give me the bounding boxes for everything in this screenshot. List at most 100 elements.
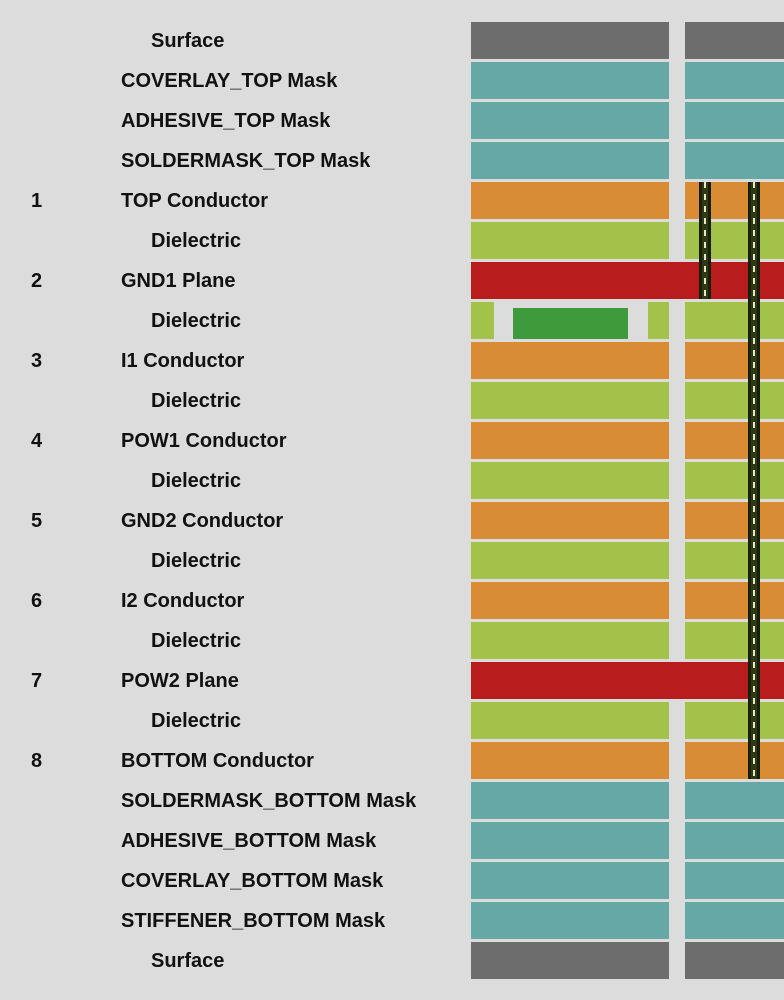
layer-row: COVERLAY_TOP Mask <box>0 62 784 102</box>
layer-row: 8 BOTTOM Conductor <box>0 742 784 782</box>
layer-name: Dielectric <box>151 310 242 332</box>
layer-name: SOLDERMASK_BOTTOM Mask <box>121 790 417 812</box>
layer-bar-conductor <box>685 502 784 539</box>
layer-bar-dielectric <box>471 222 669 259</box>
layer-row: 7 POW2 Plane <box>0 662 784 702</box>
layer-bar-dielectric <box>471 702 669 739</box>
layer-bar-mask <box>685 102 784 139</box>
layer-name: Dielectric <box>151 470 242 492</box>
layer-number: 6 <box>31 590 43 612</box>
layer-bar-conductor <box>685 422 784 459</box>
layer-row: ADHESIVE_BOTTOM Mask <box>0 822 784 862</box>
layer-bar-dielectric <box>685 462 784 499</box>
layer-number: 4 <box>31 430 43 452</box>
layer-name: Dielectric <box>151 710 242 732</box>
layer-number: 5 <box>31 510 43 532</box>
layer-name: Dielectric <box>151 630 242 652</box>
layer-number: 1 <box>31 190 43 212</box>
layer-bar-dielectric <box>685 542 784 579</box>
layer-row: STIFFENER_BOTTOM Mask <box>0 902 784 942</box>
layer-bar-mask <box>685 782 784 819</box>
layer-name: SOLDERMASK_TOP Mask <box>121 150 371 172</box>
layer-bar-mask <box>471 902 669 939</box>
layer-bar-mask <box>685 142 784 179</box>
layer-bar-mask <box>471 142 669 179</box>
layer-name: BOTTOM Conductor <box>121 750 314 772</box>
layer-bar-dielectric <box>471 622 669 659</box>
layer-bar-surface <box>685 22 784 59</box>
layer-name: ADHESIVE_BOTTOM Mask <box>121 830 377 852</box>
layer-name: Surface <box>151 30 225 52</box>
layer-name: GND1 Plane <box>121 270 236 292</box>
layer-bar-dielectric <box>471 462 669 499</box>
layer-bar-conductor <box>471 742 669 779</box>
layer-bar-plane <box>471 662 784 699</box>
layer-name: COVERLAY_TOP Mask <box>121 70 338 92</box>
layer-row: SOLDERMASK_BOTTOM Mask <box>0 782 784 822</box>
layer-name: I2 Conductor <box>121 590 245 612</box>
layer-bar-mask <box>685 862 784 899</box>
layer-bar-conductor <box>471 422 669 459</box>
via-top-gnd1 <box>699 182 711 299</box>
layer-bar-conductor <box>685 582 784 619</box>
layer-row: Dielectric <box>0 702 784 742</box>
layer-bar-plane <box>471 262 784 299</box>
layer-bar-conductor <box>685 342 784 379</box>
layer-row: 2 GND1 Plane <box>0 262 784 302</box>
layer-name: Dielectric <box>151 550 242 572</box>
layer-bar-dielectric <box>471 382 669 419</box>
layer-row: 1 TOP Conductor <box>0 182 784 222</box>
layer-bar-mask <box>471 782 669 819</box>
layer-name: ADHESIVE_TOP Mask <box>121 110 331 132</box>
layer-row: Dielectric <box>0 462 784 502</box>
layer-name: Surface <box>151 950 225 972</box>
layer-bar-mask <box>685 822 784 859</box>
layer-name: TOP Conductor <box>121 190 269 212</box>
layer-bar-conductor <box>471 342 669 379</box>
layer-name: Dielectric <box>151 230 242 252</box>
layer-row: 5 GND2 Conductor <box>0 502 784 542</box>
layer-row: SOLDERMASK_TOP Mask <box>0 142 784 182</box>
layer-row: Dielectric <box>0 542 784 582</box>
layer-name: Dielectric <box>151 390 242 412</box>
layer-row: COVERLAY_BOTTOM Mask <box>0 862 784 902</box>
layer-bar-mask <box>471 862 669 899</box>
layer-bar-dielectric <box>471 542 669 579</box>
via-top-bottom <box>748 182 760 779</box>
layer-row: 4 POW1 Conductor <box>0 422 784 462</box>
layer-bar-mask <box>685 62 784 99</box>
layer-bar-conductor <box>685 742 784 779</box>
layer-bar-conductor <box>471 582 669 619</box>
layer-name: STIFFENER_BOTTOM Mask <box>121 910 386 932</box>
layer-row: Dielectric <box>0 622 784 662</box>
layer-bar-surface <box>685 942 784 979</box>
core-chip <box>513 308 628 339</box>
layer-bar-surface <box>471 942 669 979</box>
layer-row: Dielectric <box>0 302 784 342</box>
layer-row: 6 I2 Conductor <box>0 582 784 622</box>
layer-name: GND2 Conductor <box>121 510 284 532</box>
layer-row: Surface <box>0 942 784 982</box>
layer-bar-surface <box>471 22 669 59</box>
layer-bar-dielectric-core <box>685 302 784 339</box>
layer-bar-dielectric <box>685 622 784 659</box>
layer-bar-dielectric <box>685 382 784 419</box>
layer-row: 3 I1 Conductor <box>0 342 784 382</box>
layer-bar-conductor <box>471 182 669 219</box>
layer-name: POW1 Conductor <box>121 430 287 452</box>
layer-name: I1 Conductor <box>121 350 245 372</box>
layer-bar-mask <box>471 822 669 859</box>
layer-name: POW2 Plane <box>121 670 239 692</box>
layer-number: 3 <box>31 350 43 372</box>
layer-row: Dielectric <box>0 222 784 262</box>
layer-bar-mask <box>471 102 669 139</box>
layer-row: ADHESIVE_TOP Mask <box>0 102 784 142</box>
layer-number: 7 <box>31 670 43 692</box>
layer-row: Surface <box>0 22 784 62</box>
layer-number: 8 <box>31 750 43 772</box>
layer-bar-dielectric <box>685 702 784 739</box>
layer-number: 2 <box>31 270 43 292</box>
layer-name: COVERLAY_BOTTOM Mask <box>121 870 384 892</box>
layer-row: Dielectric <box>0 382 784 422</box>
